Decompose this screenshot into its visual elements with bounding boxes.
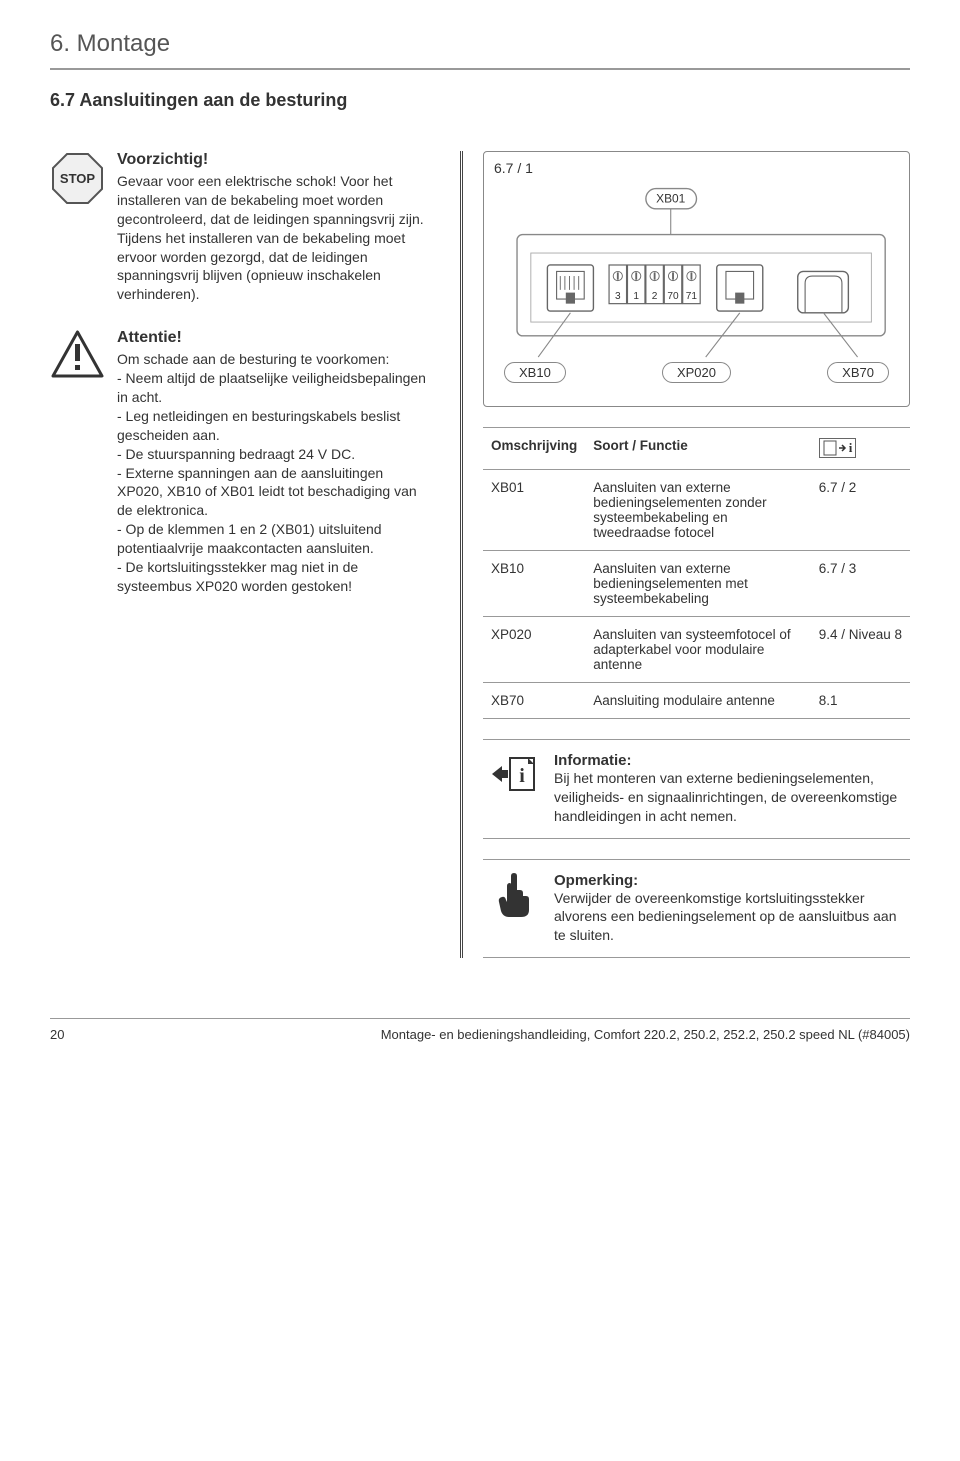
note-title: Opmerking: bbox=[554, 872, 904, 889]
stop-icon: STOP bbox=[50, 151, 105, 206]
attention-title: Attentie! bbox=[117, 329, 430, 347]
attention-item: - Neem altijd de plaatselijke veiligheid… bbox=[117, 369, 430, 407]
attention-icon bbox=[50, 329, 105, 379]
attention-item: - De stuurspanning bedraagt 24 V DC. bbox=[117, 445, 430, 464]
cell-ref: 6.7 / 3 bbox=[811, 550, 910, 616]
divider-top bbox=[50, 68, 910, 70]
attention-warning: Attentie! Om schade aan de besturing te … bbox=[50, 329, 430, 596]
svg-text:71: 71 bbox=[686, 291, 698, 302]
page-number: 20 bbox=[50, 1027, 64, 1042]
diagram-ref: 6.7 / 1 bbox=[494, 160, 899, 176]
cell-ref: 6.7 / 2 bbox=[811, 469, 910, 550]
col-ref: i bbox=[811, 427, 910, 469]
col-omschrijving: Omschrijving bbox=[483, 427, 585, 469]
page-footer: 20 Montage- en bedieningshandleiding, Co… bbox=[50, 1018, 910, 1042]
note-block: Opmerking: Verwijder de overeenkomstige … bbox=[483, 859, 910, 959]
cell-id: XP020 bbox=[483, 616, 585, 682]
diagram-label-xb10: XB10 bbox=[504, 362, 566, 383]
cell-desc: Aansluiten van systeemfotocel of adapter… bbox=[585, 616, 810, 682]
cell-ref: 9.4 / Niveau 8 bbox=[811, 616, 910, 682]
right-column: 6.7 / 1 XB01 3 1 2 70 71 bbox=[460, 151, 910, 958]
info-title: Informatie: bbox=[554, 752, 904, 769]
attention-item: - Externe spanningen aan de aansluitinge… bbox=[117, 464, 430, 521]
left-column: STOP Voorzichtig! Gevaar voor een elektr… bbox=[50, 151, 440, 958]
svg-text:i: i bbox=[519, 765, 525, 787]
svg-text:70: 70 bbox=[667, 291, 679, 302]
svg-text:STOP: STOP bbox=[60, 171, 95, 186]
attention-body: Om schade aan de besturing te voorkomen:… bbox=[117, 350, 430, 596]
connection-table: Omschrijving Soort / Functie i XB01Aansl… bbox=[483, 427, 910, 719]
stop-title: Voorzichtig! bbox=[117, 151, 430, 169]
cell-id: XB70 bbox=[483, 682, 585, 718]
svg-text:3: 3 bbox=[615, 291, 621, 302]
diagram-label-xp020: XP020 bbox=[662, 362, 731, 383]
cell-desc: Aansluiten van externe bedieningselement… bbox=[585, 550, 810, 616]
cell-desc: Aansluiten van externe bedieningselement… bbox=[585, 469, 810, 550]
note-body: Verwijder de overeenkomstige kortsluitin… bbox=[554, 889, 904, 946]
table-row: XB10Aansluiten van externe bedieningsele… bbox=[483, 550, 910, 616]
diagram-label-xb70: XB70 bbox=[827, 362, 889, 383]
svg-text:1: 1 bbox=[633, 291, 639, 302]
cell-id: XB01 bbox=[483, 469, 585, 550]
table-row: XB01Aansluiten van externe bedieningsele… bbox=[483, 469, 910, 550]
col-soort: Soort / Functie bbox=[585, 427, 810, 469]
attention-item: - De kortsluitingsstekker mag niet in de… bbox=[117, 558, 430, 596]
page-ref-icon: i bbox=[819, 438, 857, 458]
content-columns: STOP Voorzichtig! Gevaar voor een elektr… bbox=[50, 151, 910, 958]
attention-item: - Leg netleidingen en besturingskabels b… bbox=[117, 407, 430, 445]
section-title: 6.7 Aansluitingen aan de besturing bbox=[50, 90, 910, 111]
stop-warning: STOP Voorzichtig! Gevaar voor een elektr… bbox=[50, 151, 430, 304]
info-icon: i bbox=[490, 752, 538, 796]
cell-ref: 8.1 bbox=[811, 682, 910, 718]
cell-id: XB10 bbox=[483, 550, 585, 616]
attention-item: - Op de klemmen 1 en 2 (XB01) uitsluiten… bbox=[117, 520, 430, 558]
table-row: XB70Aansluiting modulaire antenne8.1 bbox=[483, 682, 910, 718]
chapter-title: 6. Montage bbox=[50, 30, 910, 58]
cell-desc: Aansluiting modulaire antenne bbox=[585, 682, 810, 718]
stop-body: Gevaar voor een elektrische schok! Voor … bbox=[117, 172, 430, 304]
connector-diagram: XB01 3 1 2 70 71 bbox=[494, 184, 899, 359]
info-block: i Informatie: Bij het monteren van exter… bbox=[483, 739, 910, 839]
hand-icon bbox=[493, 872, 535, 920]
table-row: XP020Aansluiten van systeemfotocel of ad… bbox=[483, 616, 910, 682]
svg-text:2: 2 bbox=[652, 291, 658, 302]
footer-text: Montage- en bedieningshandleiding, Comfo… bbox=[381, 1027, 910, 1042]
attention-intro: Om schade aan de besturing te voorkomen: bbox=[117, 351, 389, 367]
svg-text:XB01: XB01 bbox=[656, 191, 686, 205]
diagram: 6.7 / 1 XB01 3 1 2 70 71 bbox=[483, 151, 910, 407]
info-body: Bij het monteren van externe bedieningse… bbox=[554, 769, 904, 826]
